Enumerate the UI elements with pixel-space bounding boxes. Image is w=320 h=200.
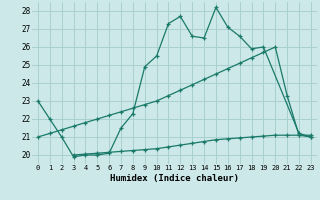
X-axis label: Humidex (Indice chaleur): Humidex (Indice chaleur) xyxy=(110,174,239,183)
